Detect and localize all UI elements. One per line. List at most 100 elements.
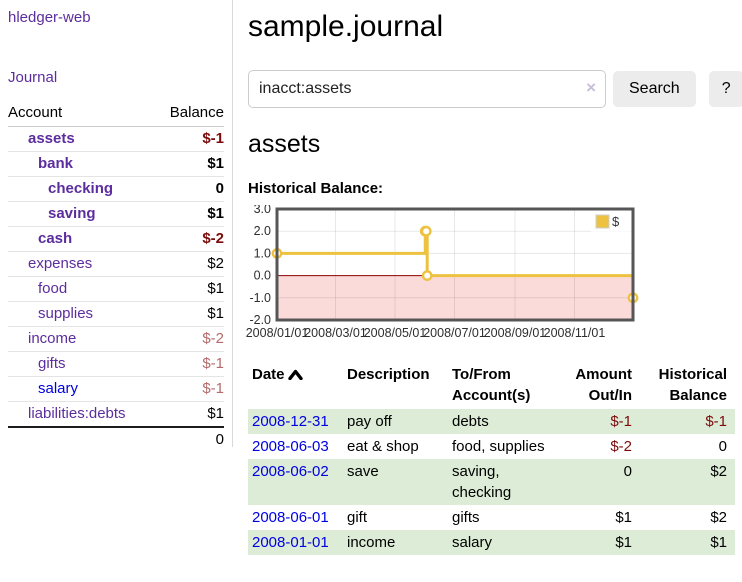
register-header-row: Date Description To/From Account(s) Amou… — [248, 361, 735, 409]
account-link[interactable]: assets — [28, 130, 75, 147]
accounts-header-row: Account Balance — [8, 100, 224, 127]
transaction-description: pay off — [347, 413, 392, 430]
column-header-description: Description — [347, 366, 430, 383]
account-balance: $2 — [155, 251, 224, 277]
svg-text:2008/11/01: 2008/11/01 — [544, 326, 606, 340]
sort-ascending-icon — [287, 369, 303, 381]
search-button[interactable]: Search — [613, 71, 696, 107]
svg-text:2008/03/01: 2008/03/01 — [304, 326, 367, 340]
help-button[interactable]: ? — [708, 71, 742, 107]
transaction-accounts: debts — [452, 413, 489, 430]
svg-text:2008/05/01: 2008/05/01 — [364, 326, 427, 340]
account-balance: $1 — [155, 276, 224, 302]
transaction-row: 2008-06-01 gift gifts $1 $2 — [248, 505, 735, 530]
account-link[interactable]: income — [28, 330, 77, 347]
transaction-description: save — [347, 463, 379, 480]
transaction-amount: 0 — [623, 463, 632, 480]
sidebar: hledger-web Journal Account Balance asse… — [0, 0, 233, 555]
account-balance: $-1 — [155, 351, 224, 377]
transaction-row: 2008-06-03 eat & shop food, supplies $-2… — [248, 434, 735, 459]
transaction-date-link[interactable]: 2008-06-02 — [252, 463, 329, 480]
clear-search-icon[interactable]: × — [586, 78, 596, 97]
transaction-description: income — [347, 534, 396, 551]
search-input[interactable] — [248, 70, 606, 108]
transaction-amount: $-1 — [610, 413, 632, 430]
app-title-link[interactable]: hledger-web — [8, 9, 91, 26]
page-title: sample.journal — [248, 10, 444, 43]
account-row: saving $1 — [8, 201, 224, 227]
account-link[interactable]: bank — [38, 155, 74, 172]
transaction-date-link[interactable]: 2008-12-31 — [252, 413, 329, 430]
transaction-amount: $1 — [615, 534, 632, 551]
account-link[interactable]: expenses — [28, 255, 93, 272]
journal-link[interactable]: Journal — [8, 69, 58, 86]
balance-chart-svg: $3.0 2.0 1.0 0.0 -1.0 -2.02008/01/012008/03/0… — [246, 202, 639, 340]
account-row: expenses $2 — [8, 251, 224, 277]
transaction-row: 2008-06-02 save saving, checking 0 $2 — [248, 459, 735, 505]
svg-text:2008/07/01: 2008/07/01 — [423, 326, 486, 340]
account-link[interactable]: supplies — [38, 305, 94, 322]
account-balance: $1 — [155, 301, 224, 327]
hledger-web-app: hledger-web Journal Account Balance asse… — [0, 0, 742, 555]
column-header-date[interactable]: Date — [248, 361, 343, 409]
account-balance: 0 — [155, 176, 224, 202]
account-row: bank $1 — [8, 151, 224, 177]
account-link[interactable]: gifts — [38, 355, 66, 372]
account-row: income $-2 — [8, 326, 224, 352]
transaction-date-link[interactable]: 2008-06-03 — [252, 438, 329, 455]
chart-title: Historical Balance: — [248, 180, 384, 197]
transaction-balance: $2 — [710, 463, 727, 480]
account-row: liabilities:debts $1 — [8, 401, 224, 427]
accounts-table: Account Balance assets $-1 bank $1 check… — [8, 100, 224, 452]
register-table: Date Description To/From Account(s) Amou… — [248, 361, 735, 555]
transaction-description: eat & shop — [347, 438, 419, 455]
transaction-date-link[interactable]: 2008-06-01 — [252, 509, 329, 526]
account-balance: $1 — [155, 401, 224, 427]
transaction-balance: $-1 — [705, 413, 727, 430]
transaction-description: gift — [347, 509, 368, 526]
account-link[interactable]: food — [38, 280, 68, 297]
account-balance: $1 — [155, 151, 224, 177]
transaction-date-link[interactable]: 2008-01-01 — [252, 534, 329, 551]
accounts-total-row: 0 — [8, 426, 224, 452]
transaction-accounts: saving, checking — [452, 463, 512, 501]
svg-text:$: $ — [612, 214, 620, 229]
account-balance: $-2 — [155, 226, 224, 252]
column-header-balance: Balance — [155, 100, 224, 127]
transaction-accounts: food, supplies — [452, 438, 545, 455]
svg-text:-1.0: -1.0 — [249, 291, 271, 305]
svg-text:2008/01/01: 2008/01/01 — [246, 326, 309, 340]
svg-text:2008/09/01: 2008/09/01 — [484, 326, 547, 340]
account-balance: $-1 — [202, 130, 224, 147]
account-link[interactable]: checking — [48, 180, 114, 197]
account-balance: $1 — [155, 201, 224, 227]
account-row: checking 0 — [8, 176, 224, 202]
svg-text:3.0: 3.0 — [254, 205, 271, 216]
svg-text:1.0: 1.0 — [254, 246, 271, 260]
account-row: salary $-1 — [8, 376, 224, 402]
account-link[interactable]: liabilities:debts — [28, 405, 126, 422]
column-header-accounts: To/From Account(s) — [452, 366, 531, 404]
account-link[interactable]: saving — [48, 205, 96, 222]
transaction-amount: $-2 — [610, 438, 632, 455]
transaction-balance: $2 — [710, 509, 727, 526]
account-row: supplies $1 — [8, 301, 224, 327]
transaction-accounts: gifts — [452, 509, 480, 526]
account-link[interactable]: salary — [38, 380, 79, 397]
transaction-row: 2008-12-31 pay off debts $-1 $-1 — [248, 409, 735, 434]
transaction-balance: $1 — [710, 534, 727, 551]
transaction-amount: $1 — [615, 509, 632, 526]
column-header-account: Account — [8, 100, 156, 127]
transaction-accounts: salary — [452, 534, 493, 551]
column-header-balance: Historical Balance — [658, 366, 727, 404]
svg-text:-2.0: -2.0 — [249, 313, 271, 327]
svg-text:2.0: 2.0 — [254, 224, 271, 238]
column-header-amount: Amount Out/In — [575, 366, 632, 404]
historical-balance-chart: $3.0 2.0 1.0 0.0 -1.0 -2.0 2008/01/01 2008/03/0… — [243, 202, 742, 347]
account-balance: $-2 — [155, 326, 224, 352]
transaction-balance: 0 — [718, 438, 727, 455]
search-bar: × Search ? — [248, 70, 742, 108]
account-link[interactable]: cash — [38, 230, 73, 247]
account-row: food $1 — [8, 276, 224, 302]
main-content: sample.journal × Search ? assets Histori… — [233, 0, 742, 555]
